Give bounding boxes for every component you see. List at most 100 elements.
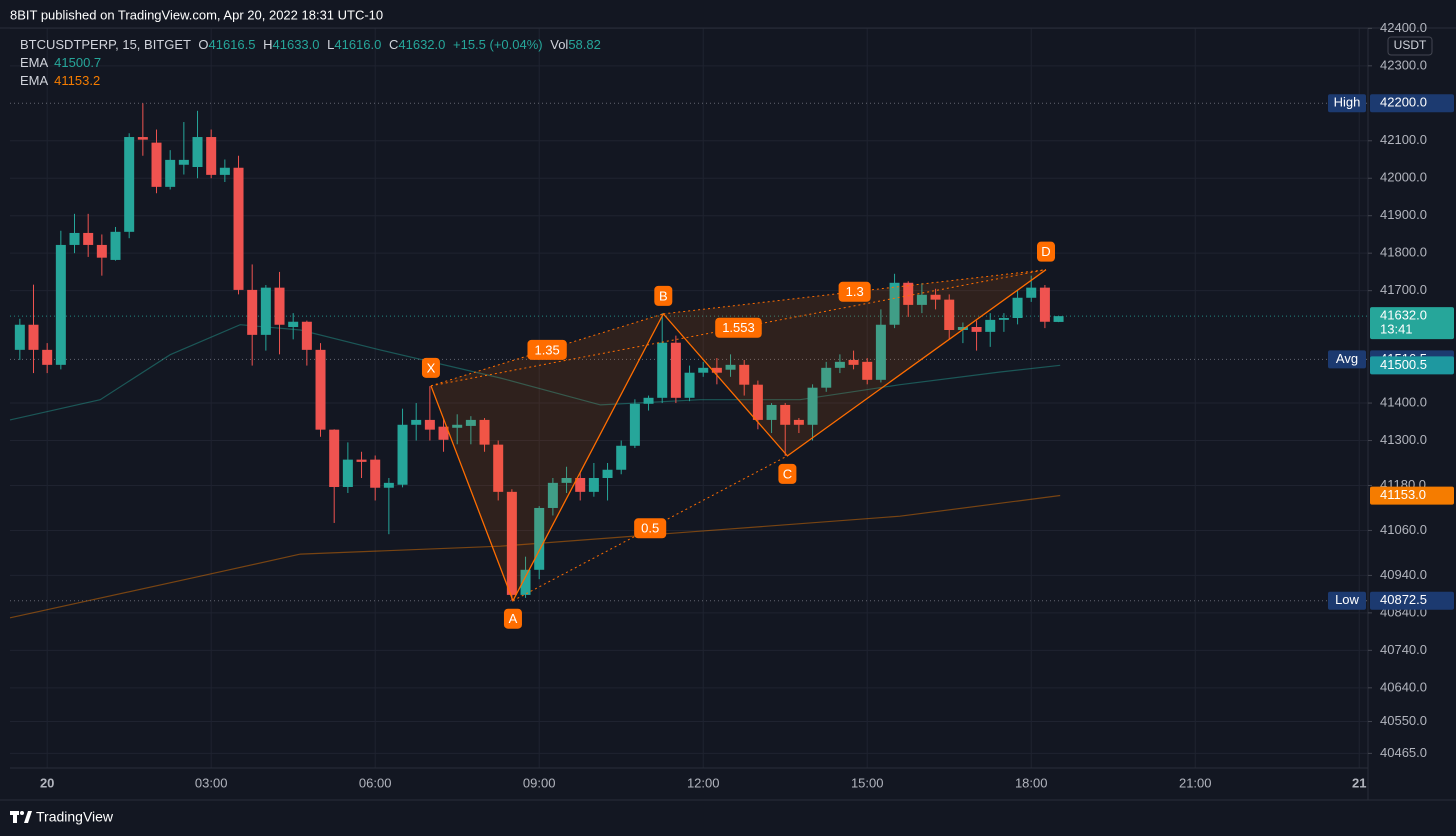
indicator-name: EMA (20, 55, 49, 70)
candle-body (69, 232, 80, 245)
pattern-ratio: 0.5 (641, 521, 659, 536)
y-tick-label: 42000.0 (1380, 170, 1427, 185)
y-tick-label: 41800.0 (1380, 245, 1427, 260)
pattern-point-box (421, 357, 440, 378)
currency[interactable]: USDT (1394, 38, 1427, 52)
indicator-legend: EMA 41153.2 (20, 73, 100, 88)
candle-body (219, 167, 230, 175)
symbol: BTCUSDTPERP, 15, BITGET (20, 37, 191, 52)
change: +15.5 (+0.04%) (453, 37, 543, 52)
candle-body (383, 482, 394, 488)
price-name-box (1328, 350, 1366, 369)
candle-body (643, 397, 654, 404)
pattern-point-box (1036, 241, 1055, 262)
pattern-point-label: B (659, 288, 668, 303)
candle-body (971, 326, 982, 332)
candle-body (588, 477, 599, 492)
candle-body (42, 349, 53, 365)
candle-body (315, 349, 326, 430)
y-tick-label: 40465.0 (1380, 745, 1427, 760)
pattern-point-label: X (427, 360, 436, 375)
candle-body (711, 367, 722, 373)
indicator-value: 41500.7 (54, 55, 101, 70)
pattern-ratio: 1.553 (722, 320, 755, 335)
candle-body (793, 419, 804, 425)
price-label-box (1370, 94, 1454, 113)
y-tick-label: 40550.0 (1380, 713, 1427, 728)
pattern-point-box (503, 608, 522, 629)
candle-body (684, 372, 695, 398)
published-note: 8BIT published on TradingView.com, Apr 2… (10, 7, 383, 22)
volume-value: 58.82 (568, 37, 601, 52)
pattern-ratio-box (634, 518, 667, 539)
pattern-ratio: 1.35 (534, 342, 559, 357)
candle-body (397, 424, 408, 485)
indicator-axis-box (1370, 356, 1454, 375)
pattern-fill (663, 269, 1046, 456)
ohlc-value: 41633.0 (273, 37, 320, 52)
candle-body (766, 404, 777, 420)
candle-body (670, 342, 681, 398)
brand: TradingView (36, 809, 114, 825)
ema-line (9, 324, 1061, 421)
ohlc-key: C (389, 37, 398, 52)
candle-body (28, 324, 39, 350)
x-tick-label: 15:00 (851, 775, 884, 790)
currency-box[interactable] (1387, 36, 1433, 56)
candle-body (479, 419, 490, 445)
candle-body (247, 289, 258, 335)
volume-key: Vol (550, 37, 568, 52)
bottom-bar (0, 800, 1456, 836)
candle-body (329, 429, 340, 487)
candle-body (944, 299, 955, 330)
ohlc-key: O (198, 37, 208, 52)
candle-body (110, 231, 121, 260)
pattern-point-label: A (509, 611, 518, 626)
candle-body (547, 482, 558, 508)
legend-line: BTCUSDTPERP, 15, BITGET O41616.5 H41633.… (20, 37, 601, 52)
pattern-ratio-line (430, 269, 1047, 387)
y-tick-label: 41060.0 (1380, 522, 1427, 537)
candle-body (506, 491, 517, 595)
ohlc-value: 41632.0 (398, 37, 445, 52)
candle-body (602, 469, 613, 478)
candle-body (834, 361, 845, 368)
candle-body (561, 477, 572, 483)
candle-body (465, 419, 476, 426)
candle-body (342, 459, 353, 487)
pattern-ratio: 1.3 (846, 284, 864, 299)
candle-body (1053, 316, 1064, 322)
y-tick-label: 42400.0 (1380, 20, 1427, 35)
candle-body (178, 159, 189, 165)
y-tick-label: 41700.0 (1380, 282, 1427, 297)
price-label: 41632.0 (1380, 308, 1427, 323)
candle-body (957, 326, 968, 330)
y-tick-label: 42300.0 (1380, 57, 1427, 72)
candle-body (288, 321, 299, 327)
ohlc-key: L (327, 37, 334, 52)
pattern-ratio-box (715, 317, 762, 338)
candle-body (137, 137, 148, 140)
indicator-axis-label: 41153.0 (1380, 487, 1426, 502)
top-bar (0, 0, 1456, 28)
indicator-legend: EMA 41500.7 (20, 55, 101, 70)
indicator-axis-box (1370, 486, 1454, 505)
candle-body (930, 294, 941, 300)
y-tick-label: 40940.0 (1380, 567, 1427, 582)
pattern-ratio-box (838, 281, 871, 302)
ohlc-value: 41616.5 (208, 37, 255, 52)
pattern-point-label: C (783, 466, 792, 481)
candle-body (725, 364, 736, 370)
indicator-value: 41153.2 (54, 73, 100, 88)
countdown: 13:41 (1380, 322, 1413, 337)
y-tick-label: 41300.0 (1380, 432, 1427, 447)
price-name-box (1328, 591, 1366, 610)
candle-body (192, 137, 203, 168)
candle-body (657, 342, 668, 398)
candle-body (1039, 287, 1050, 322)
indicator-axis-label: 41500.5 (1380, 357, 1427, 372)
candle-body (985, 319, 996, 332)
candle-body (370, 459, 381, 488)
y-tick-label: 42100.0 (1380, 132, 1427, 147)
